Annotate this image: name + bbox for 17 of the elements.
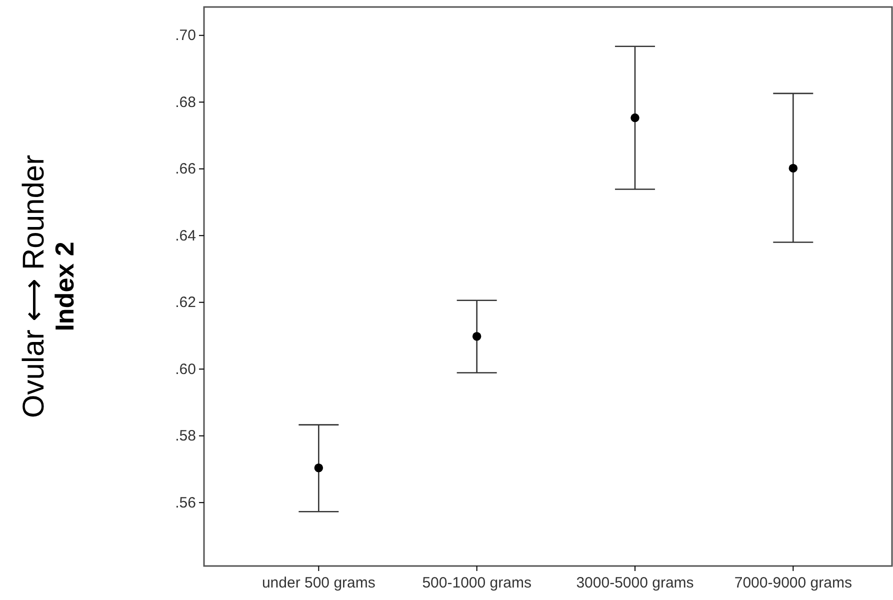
- x-tick-label: 500-1000 grams: [422, 574, 532, 592]
- y-tick-label: .70: [175, 27, 196, 44]
- x-tick-label: 7000-9000 grams: [734, 574, 852, 592]
- y-axis-title: Ovular ⟷ Rounder Index 2: [18, 154, 80, 418]
- y-tick-label: .68: [175, 94, 196, 111]
- y-tick-label: .64: [175, 227, 196, 244]
- y-tick-label: .62: [175, 294, 196, 312]
- x-tick-label: 3000-5000 grams: [576, 574, 694, 592]
- x-tick-label: under 500 grams: [262, 574, 376, 592]
- y-tick-label: .58: [175, 428, 196, 445]
- y-tick-label: .66: [175, 160, 196, 178]
- point: [472, 332, 482, 341]
- point: [630, 113, 640, 122]
- y-tick-label: .56: [175, 494, 196, 512]
- point: [314, 464, 324, 472]
- y-tick-label: .60: [175, 360, 196, 378]
- point: [788, 164, 798, 173]
